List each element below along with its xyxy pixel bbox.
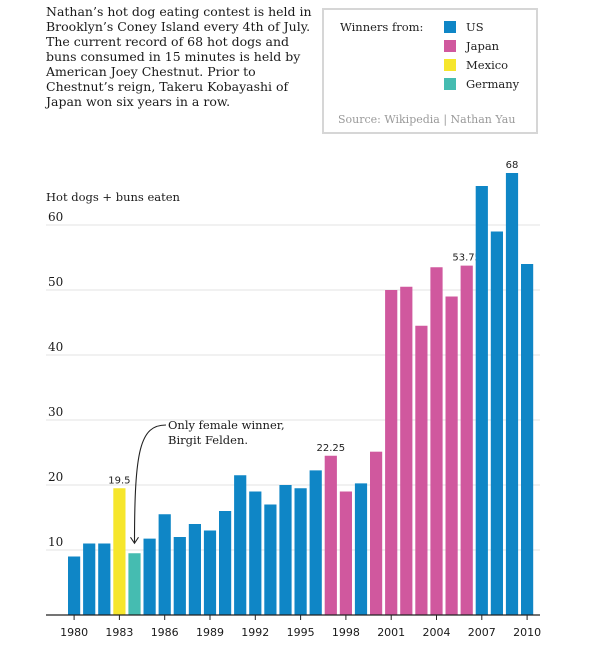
legend-swatch-mexico [444, 59, 456, 71]
bar [370, 451, 383, 615]
x-tick-label: 1998 [332, 626, 360, 639]
x-tick-label: 2007 [468, 626, 496, 639]
legend: Winners from: US Japan Mexico Germany So… [322, 8, 538, 134]
bar [490, 231, 503, 615]
legend-swatch-us [444, 21, 456, 33]
x-tick-label: 1986 [151, 626, 179, 639]
legend-swatch-germany [444, 78, 456, 90]
legend-item-us: US [444, 20, 484, 36]
bar-value-label: 53.75 [452, 253, 481, 264]
bar [279, 485, 292, 615]
annotation-text: Only female winner, [168, 418, 285, 432]
legend-swatch-japan [444, 40, 456, 52]
legend-label-japan: Japan [466, 39, 500, 53]
bar [475, 186, 488, 615]
bar [385, 290, 398, 615]
intro-text: Nathan’s hot dog eating contest is held … [46, 4, 312, 109]
y-tick-label: 10 [48, 535, 63, 549]
bar-value-label: 19.5 [108, 475, 130, 486]
legend-item-japan: Japan [444, 39, 499, 55]
bar [249, 491, 262, 615]
source-credit: Source: Wikipedia | Nathan Yau [338, 113, 516, 126]
x-tick-label: 2004 [423, 626, 451, 639]
y-tick-label: 20 [48, 470, 63, 484]
x-tick-label: 1995 [287, 626, 315, 639]
bar [430, 267, 443, 615]
bar [219, 511, 232, 615]
legend-label-us: US [466, 20, 484, 34]
x-tick-label: 1992 [241, 626, 269, 639]
bar [158, 514, 171, 615]
bar [83, 543, 96, 615]
bar [143, 538, 156, 615]
y-tick-label: 30 [48, 405, 63, 419]
bar [309, 470, 322, 615]
legend-label-mexico: Mexico [466, 58, 509, 72]
x-tick-label: 1983 [105, 626, 133, 639]
bar [128, 553, 141, 615]
legend-item-mexico: Mexico [444, 58, 508, 74]
bar [339, 491, 352, 615]
legend-title: Winners from: [340, 20, 424, 34]
x-tick-label: 1989 [196, 626, 224, 639]
bar [234, 475, 247, 615]
annotation-arrowhead [130, 536, 139, 545]
y-tick-label: 60 [48, 210, 63, 224]
x-tick-label: 2010 [513, 626, 541, 639]
bar [113, 488, 126, 615]
bar [354, 483, 368, 615]
bar [264, 504, 277, 615]
bar [415, 325, 428, 615]
bar [324, 455, 337, 615]
bar [460, 265, 473, 615]
bar [400, 286, 413, 615]
bar-value-label: 22.25 [316, 443, 345, 454]
bar [68, 556, 81, 615]
bar [521, 264, 534, 615]
annotation-arrow-line [133, 424, 167, 544]
y-tick-label: 50 [48, 275, 63, 289]
bar [188, 524, 201, 615]
legend-item-germany: Germany [444, 77, 519, 93]
y-tick-label: 40 [48, 340, 63, 354]
bar [173, 537, 186, 615]
bar [203, 530, 217, 615]
x-tick-label: 1980 [60, 626, 88, 639]
legend-label-germany: Germany [466, 77, 520, 91]
x-tick-label: 2001 [377, 626, 405, 639]
bar [505, 173, 519, 615]
bar [98, 543, 111, 615]
annotation-text: Birgit Felden. [168, 433, 248, 447]
bar-value-label: 68 [506, 160, 519, 171]
bar [445, 296, 458, 615]
y-axis-label: Hot dogs + buns eaten [46, 190, 180, 204]
bar [294, 488, 307, 615]
